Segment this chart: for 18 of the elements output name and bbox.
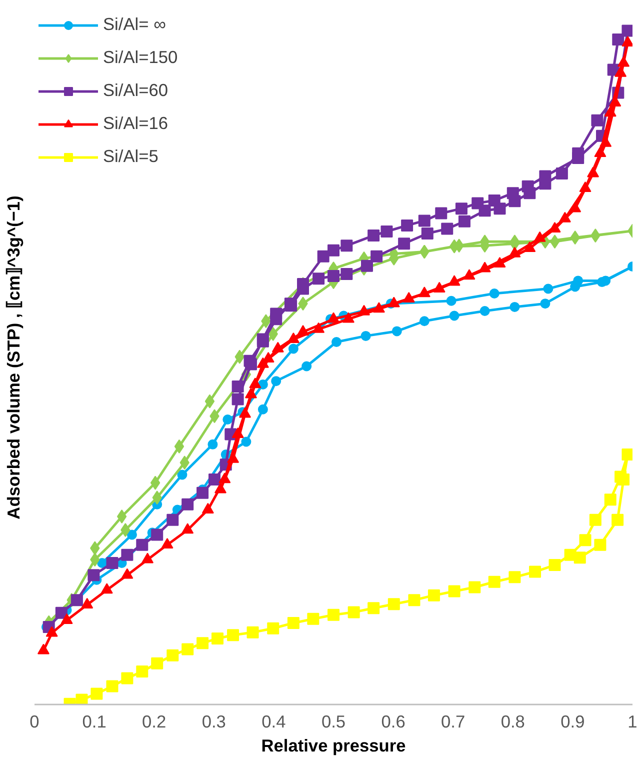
legend-label: Si/Al=5 [103,146,158,167]
x-tick-label: 1 [628,712,638,732]
legend-label: Si/Al=16 [103,113,168,134]
legend-label: Si/Al=150 [103,47,178,68]
x-tick-label: 0.3 [202,712,226,732]
x-tick-label: 0.4 [262,712,286,732]
y-axis-title: Adsorbed volume (STP) , ⟦cm⟧^3g^(−1) [4,196,24,520]
x-tick-label: 0 [30,712,40,732]
legend-label: Si/Al=60 [103,80,168,101]
legend-label: Si/Al= ∞ [103,14,166,35]
x-tick-label: 0.1 [82,712,106,732]
x-tick-label: 0.5 [321,712,346,732]
x-tick-label: 0.7 [441,712,466,732]
x-tick-label: 0.2 [142,712,166,732]
x-tick-label: 0.6 [381,712,406,732]
x-axis-title: Relative pressure [261,736,406,756]
x-tick-label: 0.9 [560,712,585,732]
x-tick-label: 0.8 [500,712,525,732]
